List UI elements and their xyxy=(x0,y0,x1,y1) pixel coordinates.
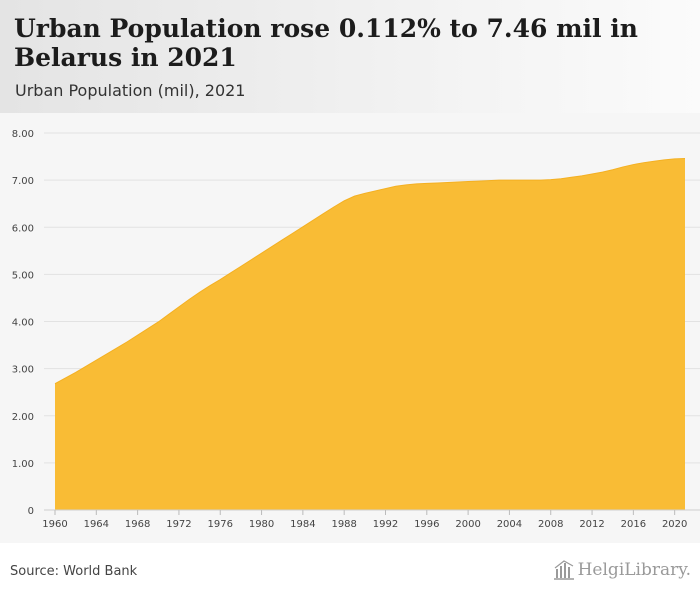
x-tick-label: 2000 xyxy=(455,519,480,530)
x-tick-label: 2020 xyxy=(662,519,687,530)
chart-subtitle: Urban Population (mil), 2021 xyxy=(15,81,246,100)
area-series-line xyxy=(54,157,686,385)
y-tick-label: 0 xyxy=(28,506,34,517)
y-tick-label: 1.00 xyxy=(12,459,34,470)
y-tick-label: 4.00 xyxy=(12,318,34,329)
x-tick-label: 1980 xyxy=(249,519,274,530)
x-tick-label: 1988 xyxy=(331,519,356,530)
y-tick-label: 7.00 xyxy=(12,176,34,187)
y-tick-label: 2.00 xyxy=(12,412,34,423)
x-tick-label: 1992 xyxy=(373,519,398,530)
y-tick-label: 3.00 xyxy=(12,365,34,376)
x-tick-label: 1972 xyxy=(166,519,191,530)
header-band: Urban Population rose 0.112% to 7.46 mil… xyxy=(0,0,700,113)
area-chart: 0 1.00 2.00 3.00 4.00 5.00 6.00 7.00 8.00 1960 196… xyxy=(12,129,700,530)
y-tick-label: 6.00 xyxy=(12,223,34,234)
x-tick-label: 2016 xyxy=(621,519,646,530)
x-tick-label: 1984 xyxy=(290,519,315,530)
chart-title: Urban Population rose 0.112% to 7.46 mil… xyxy=(14,14,638,72)
chart-area: 0 1.00 2.00 3.00 4.00 5.00 6.00 7.00 8.00 1960 196… xyxy=(0,113,700,543)
x-tick-label: 2012 xyxy=(579,519,604,530)
helgi-library-logo[interactable]: HelgiLibrary. xyxy=(553,560,691,580)
x-tick-label: 1968 xyxy=(125,519,150,530)
area-series-urban-population xyxy=(55,158,685,510)
x-tick-label: 2004 xyxy=(497,519,522,530)
x-tick-label: 2008 xyxy=(538,519,563,530)
x-tick-label: 1960 xyxy=(42,519,67,530)
x-tick-label: 1976 xyxy=(208,519,233,530)
logo-text: HelgiLibrary. xyxy=(577,560,691,580)
library-building-icon xyxy=(553,560,574,580)
x-tick-label: 1996 xyxy=(414,519,439,530)
y-tick-label: 5.00 xyxy=(12,270,34,281)
y-tick-label: 8.00 xyxy=(12,129,34,140)
source-note: Source: World Bank xyxy=(10,564,138,579)
x-tick-label: 1964 xyxy=(84,519,109,530)
